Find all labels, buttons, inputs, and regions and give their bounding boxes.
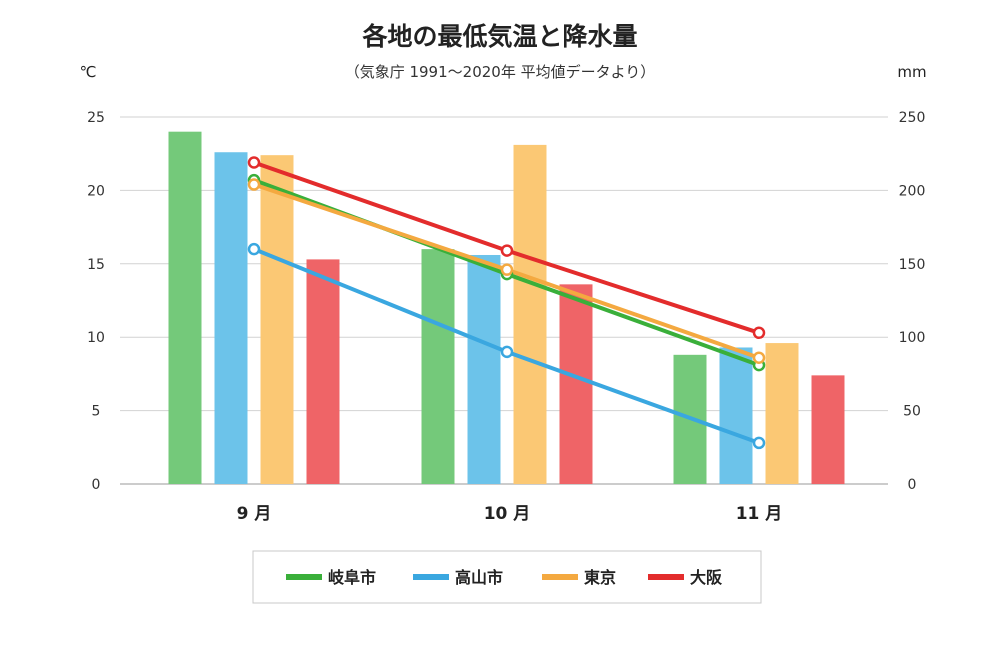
legend-label: 高山市 [455,568,503,587]
bar-precipitation [214,152,248,484]
left-tick-label: 20 [87,183,105,199]
left-axis-unit: ℃ [80,63,97,81]
bar-precipitation [260,155,294,484]
point-temperature [247,242,261,256]
left-tick-label: 15 [87,257,105,273]
legend-label: 東京 [584,568,616,587]
bar-precipitation [513,144,547,484]
right-tick-label: 200 [899,183,926,199]
left-tick-label: 10 [87,330,105,346]
bar-precipitation [168,131,202,484]
bar-precipitation [467,254,501,484]
chart-subtitle: （気象庁 1991～2020年 平均値データより） [345,63,656,81]
precipitation-bars [168,131,845,484]
left-tick-label: 5 [92,404,101,420]
bar-precipitation [719,347,753,484]
right-tick-label: 150 [899,257,926,273]
bar-precipitation [559,284,593,484]
legend-label: 大阪 [690,568,723,587]
gridlines [120,116,888,485]
bar-precipitation [421,249,455,484]
left-tick-label: 25 [87,110,105,126]
point-temperature [500,244,514,257]
chart-title: 各地の最低気温と降水量 [361,22,637,51]
right-axis-ticks: 0 50 100 150 200 250 [899,110,926,493]
bar-precipitation [306,259,340,484]
point-temperature [500,263,514,276]
category-labels: 9 月 10 月 11 月 [237,504,783,524]
temperature-lines [247,156,766,450]
right-tick-label: 0 [908,477,917,493]
category-label: 10 月 [484,504,531,524]
legend-label: 岐阜市 [328,568,376,587]
category-label: 9 月 [237,504,272,524]
bar-precipitation [811,375,845,484]
right-axis-unit: mm [897,63,926,81]
left-tick-label: 0 [92,477,101,493]
point-temperature [247,156,261,169]
point-temperature [752,436,766,450]
right-tick-label: 250 [899,110,926,126]
point-temperature [752,351,766,365]
left-axis-ticks: 0 5 10 15 20 25 [87,110,105,493]
point-temperature [500,345,514,359]
category-label: 11 月 [736,504,783,524]
bar-precipitation [765,343,799,484]
right-tick-label: 50 [903,404,921,420]
point-temperature [752,326,766,340]
right-tick-label: 100 [899,330,926,346]
legend: 岐阜市 高山市 東京 大阪 [286,568,723,587]
point-temperature [247,178,261,191]
